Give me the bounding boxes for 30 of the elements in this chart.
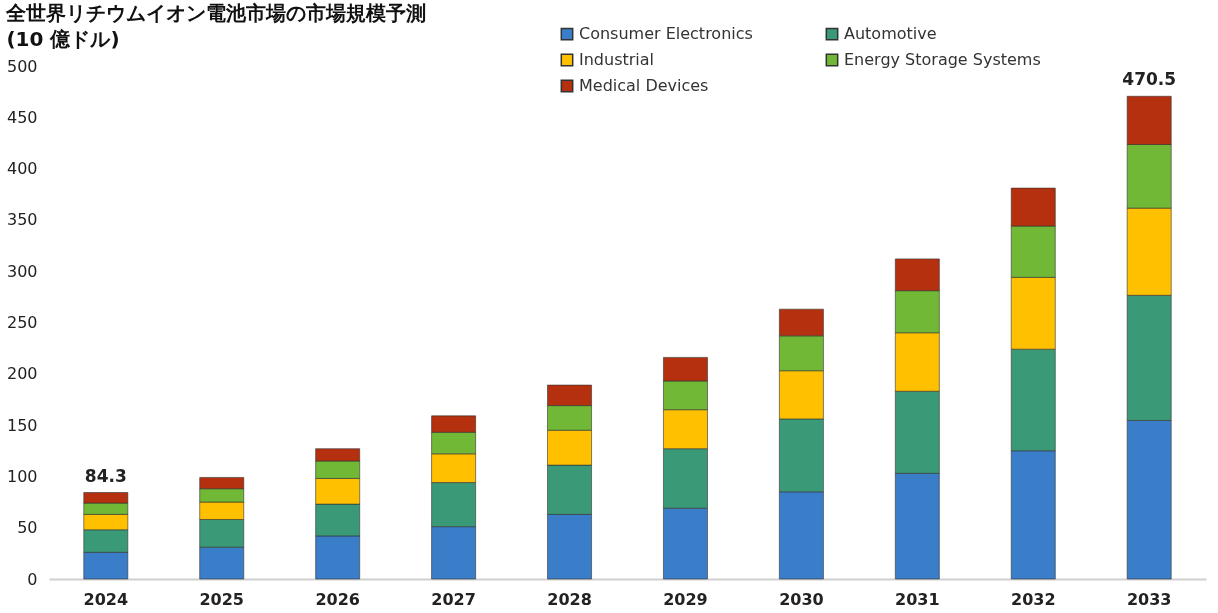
- x-tick-label: 2028: [547, 589, 592, 609]
- x-tick-label: 2025: [199, 589, 244, 609]
- y-tick-label: 150: [6, 415, 38, 435]
- y-tick-label: 250: [6, 313, 38, 332]
- x-tick-label: 2024: [83, 589, 129, 609]
- y-tick-label: 400: [6, 159, 38, 179]
- legend-label: Consumer Electronics: [579, 24, 753, 44]
- y-tick-label: 300: [6, 261, 38, 281]
- chart-subtitle: (10 億ドル): [6, 27, 120, 51]
- x-tick-label: 2026: [315, 589, 360, 609]
- y-tick-label: 50: [17, 518, 38, 538]
- legend-label: Automotive: [844, 24, 937, 44]
- legend-label: Energy Storage Systems: [844, 50, 1041, 69]
- x-tick-label: 2030: [779, 589, 824, 609]
- y-tick-label: 350: [6, 210, 38, 230]
- total-label: 84.3: [84, 465, 127, 486]
- y-tick-label: 0: [27, 569, 38, 589]
- x-tick-label: 2029: [663, 589, 708, 609]
- x-tick-label: 2033: [1126, 589, 1172, 609]
- y-tick-label: 200: [6, 364, 38, 384]
- y-tick-label: 500: [6, 56, 38, 76]
- legend-label: Industrial: [579, 50, 655, 69]
- total-label: 470.5: [1122, 69, 1177, 90]
- chart-title: 全世界リチウムイオン電池市場の市場規模予測: [5, 1, 427, 25]
- legend-label: Medical Devices: [579, 76, 709, 95]
- y-tick-label: 450: [6, 107, 38, 127]
- x-tick-label: 2027: [431, 589, 476, 609]
- y-tick-label: 100: [6, 466, 38, 486]
- x-tick-label: 2031: [895, 589, 940, 609]
- x-tick-label: 2032: [1011, 589, 1056, 609]
